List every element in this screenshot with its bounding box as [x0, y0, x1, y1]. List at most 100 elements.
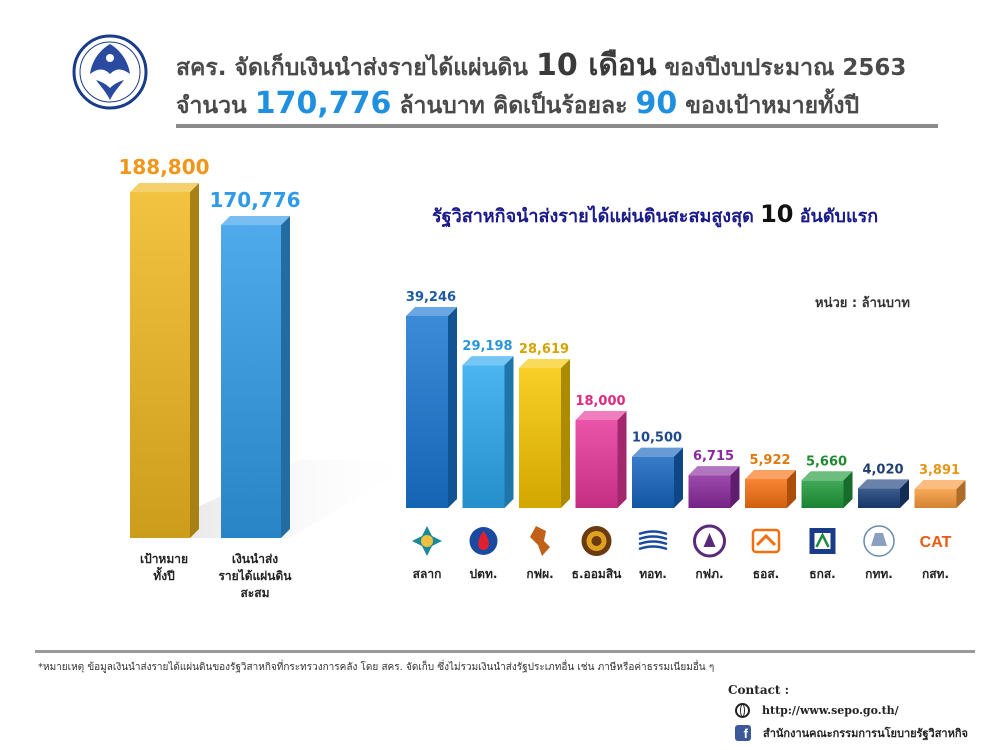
left-bar-value-label-1: 170,776 — [209, 188, 300, 212]
footer-divider — [35, 650, 975, 653]
right-category-label-7: ธกส. — [809, 567, 835, 581]
right-bar-value-label-8: 4,020 — [862, 462, 903, 477]
contact-label: Contact : — [728, 683, 790, 697]
right-bar-6-top — [745, 470, 796, 480]
right-bar-2-top — [519, 358, 570, 368]
right-bar-value-label-6: 5,922 — [749, 453, 790, 468]
right-category-label-9: กสท. — [922, 567, 949, 581]
gsb-seal-icon — [581, 526, 612, 556]
right-bar-3-front — [575, 419, 618, 508]
top10-title-number: 10 — [760, 200, 794, 228]
top10-chart-title: รัฐวิสาหกิจนำส่งรายได้แผ่นดินสะสมสูงสุด … — [432, 200, 878, 230]
bar-charts: 188,800 เป้าหมายทั้งปี 170,776 เงินนำส่งราย… — [118, 155, 966, 600]
left-bar-0 — [130, 183, 199, 538]
right-bar-8-side — [900, 479, 909, 508]
right-bar-value-label-4: 10,500 — [632, 431, 682, 446]
right-bar-value-label-3: 18,000 — [575, 394, 625, 409]
cat-logo-icon: CAT — [920, 534, 952, 551]
right-bar-7 — [801, 471, 853, 508]
left-bar-1-front — [221, 225, 281, 539]
header-percent: 90 — [635, 86, 678, 121]
left-category-label-0-1: ทั้งปี — [153, 566, 175, 583]
header-line2-suffix: ของเป้าหมายทั้งปี — [685, 93, 860, 119]
aot-logo-icon — [638, 530, 668, 551]
right-bar-9 — [914, 479, 966, 508]
right-bar-7-front — [801, 480, 844, 508]
footnote: *หมายเหตุ ข้อมูลเงินนำส่งรายได้แผ่นดินขอ… — [38, 662, 715, 673]
ptt-logo-icon — [469, 527, 498, 555]
website-row[interactable]: http://www.sepo.go.th/ — [735, 703, 899, 718]
right-bar-2-front — [519, 367, 561, 508]
left-category-label-0-0: เป้าหมาย — [140, 552, 188, 566]
baac-logo-icon — [809, 528, 836, 554]
left-bar-value-label-0: 188,800 — [118, 155, 209, 179]
ghb-logo-icon — [751, 528, 781, 554]
right-bar-1-top — [462, 356, 514, 366]
header-line2-prefix: จำนวน — [176, 93, 247, 119]
facebook-icon: f — [735, 725, 751, 741]
header-line1-number: 10 เดือน — [536, 48, 657, 83]
unit-label: หน่วย : ล้านบาท — [815, 296, 910, 311]
header-amount: 170,776 — [254, 86, 392, 121]
right-bar-9-top — [914, 479, 966, 489]
right-bar-1-front — [462, 365, 505, 508]
left-bar-1 — [221, 216, 290, 539]
left-bar-1-top — [221, 216, 290, 226]
left-bar-0-side — [190, 183, 199, 538]
left-category-label-1-1: รายได้แผ่นดิน — [218, 568, 292, 583]
right-category-label-6: ธอส. — [753, 567, 779, 581]
facebook-row[interactable]: f สำนักงานคณะกรรมการนโยบายรัฐวิสาหกิจ — [735, 724, 968, 742]
left-bar-1-side — [281, 216, 290, 539]
right-bar-1 — [462, 356, 514, 508]
facebook-link[interactable]: สำนักงานคณะกรรมการนโยบายรัฐวิสาหกิจ — [763, 727, 968, 740]
right-bar-4-side — [674, 447, 683, 508]
globe-icon — [735, 703, 750, 718]
right-bar-7-side — [843, 471, 853, 508]
right-bar-9-side — [956, 479, 966, 508]
right-bar-3-top — [575, 410, 627, 420]
left-bar-0-front — [130, 192, 190, 538]
right-bar-5-front — [688, 475, 731, 508]
right-category-label-3: ธ.ออมสิน — [572, 567, 623, 581]
right-bar-8-front — [858, 488, 900, 508]
left-bar-0-top — [130, 183, 199, 192]
right-bar-5 — [688, 466, 740, 508]
right-bar-5-side — [730, 466, 740, 508]
right-bar-3-side — [617, 410, 627, 508]
port-authority-logo-icon — [863, 525, 895, 557]
header-line1-prefix: สคร. จัดเก็บเงินนำส่งรายได้แผ่นดิน — [176, 55, 528, 81]
right-category-label-8: กทท. — [865, 567, 893, 581]
right-bar-1-side — [504, 356, 514, 508]
right-bar-8 — [858, 479, 909, 508]
right-bar-4-top — [632, 447, 683, 457]
top10-title-suffix: อันดับแรก — [799, 206, 879, 227]
right-bar-2 — [519, 358, 570, 508]
right-bar-value-label-5: 6,715 — [693, 449, 734, 464]
header-line2-mid: ล้านบาท คิดเป็นร้อยละ — [399, 93, 628, 119]
website-link[interactable]: http://www.sepo.go.th/ — [762, 704, 899, 717]
right-bar-0-top — [406, 307, 457, 316]
right-bar-4-front — [632, 456, 674, 508]
cat-logo-text: CAT — [920, 534, 952, 551]
right-bar-4 — [632, 447, 683, 508]
right-bar-8-top — [858, 479, 909, 489]
right-category-label-2: กฟผ. — [526, 567, 553, 581]
top10-title-text: รัฐวิสาหกิจนำส่งรายได้แผ่นดินสะสมสูงสุด — [432, 206, 754, 227]
right-bar-3 — [575, 410, 627, 508]
right-category-label-5: กฟภ. — [695, 567, 723, 581]
right-bar-6-front — [745, 479, 787, 508]
right-category-label-0: สลาก — [413, 567, 442, 581]
right-bar-value-label-1: 29,198 — [462, 339, 512, 354]
header-line-2: จำนวน 170,776 ล้านบาท คิดเป็นร้อยละ 90 ข… — [176, 86, 859, 124]
header-divider — [176, 124, 938, 128]
right-bar-0-side — [448, 307, 457, 508]
right-bar-7-top — [801, 471, 853, 481]
egat-map-logo-icon — [530, 526, 550, 556]
right-bar-value-label-9: 3,891 — [919, 463, 960, 478]
sepo-emblem-logo — [70, 30, 150, 115]
right-bar-value-label-2: 28,619 — [519, 342, 569, 357]
right-bar-value-label-7: 5,660 — [806, 454, 847, 469]
right-bar-0-front — [406, 316, 448, 508]
header-line-1: สคร. จัดเก็บเงินนำส่งรายได้แผ่นดิน 10 เด… — [176, 42, 906, 89]
right-bar-6 — [745, 470, 796, 508]
